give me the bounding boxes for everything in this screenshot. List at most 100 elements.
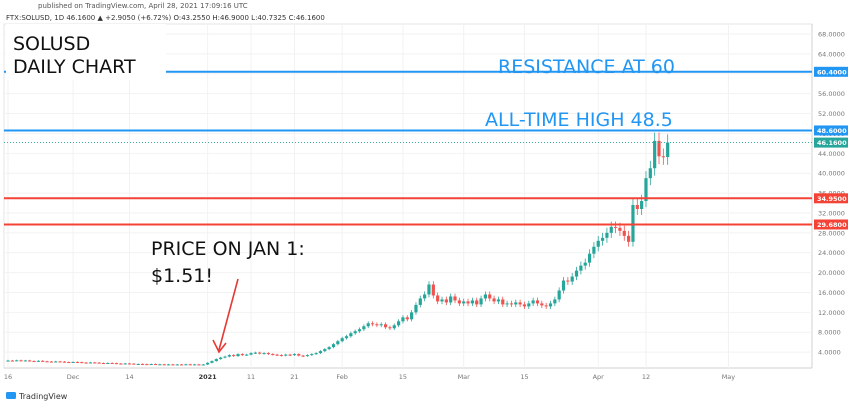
y-tick-label: 20.0000	[818, 269, 845, 277]
candle-body	[119, 363, 123, 365]
candle-body	[587, 253, 592, 263]
candle-body	[449, 296, 453, 303]
x-tick-label: 21	[290, 373, 298, 381]
candle-body	[106, 362, 110, 364]
candle-body	[71, 361, 75, 363]
candle-body	[132, 363, 136, 365]
candle-body	[145, 364, 149, 366]
candle-body	[427, 284, 431, 295]
candle-body	[479, 298, 483, 305]
y-tick-label: 8.0000	[818, 329, 841, 337]
candle-body	[28, 360, 32, 362]
level-tag-label: 34.9500	[817, 195, 847, 203]
candle-body	[618, 227, 622, 231]
candle-body	[292, 354, 297, 356]
candle-body	[657, 140, 661, 157]
candle-body	[453, 296, 457, 301]
candle-body	[353, 331, 357, 334]
candle-body	[388, 327, 392, 329]
x-tick-label: 12	[642, 373, 650, 381]
candle-body	[514, 302, 518, 305]
candle-body	[349, 333, 353, 337]
candle-body	[375, 324, 379, 326]
candle-body	[249, 353, 253, 355]
candle-body	[136, 363, 140, 365]
arrow-annotation	[212, 278, 239, 354]
candle-body	[366, 323, 370, 327]
title-backdrop	[6, 24, 166, 80]
candle-body	[570, 276, 574, 282]
candle-body	[548, 303, 553, 307]
ohlc-readout: FTX:SOLUSD, 1D 46.1600 ▲ +2.9050 (+6.72%…	[6, 14, 325, 22]
candle-body	[661, 156, 665, 158]
tradingview-logo: TradingView	[6, 392, 68, 401]
y-tick-label: 44.0000	[818, 150, 845, 158]
candle-body	[509, 303, 514, 305]
candle-body	[344, 336, 349, 339]
x-tick-label: Dec	[67, 373, 80, 381]
candle-body	[501, 299, 505, 305]
candle-body	[188, 364, 192, 366]
candle-body	[175, 364, 179, 366]
candle-body	[579, 265, 583, 271]
candle-body	[327, 347, 331, 350]
published-text: published on TradingView.com, April 28, …	[38, 2, 248, 10]
candle-body	[431, 284, 435, 296]
candle-body	[262, 353, 266, 355]
candle-body	[93, 362, 97, 364]
candle-body	[180, 364, 184, 366]
candle-body	[635, 205, 639, 209]
y-tick-label: 32.0000	[818, 209, 845, 217]
candle-body	[622, 230, 626, 236]
level-tag-label: 29.6800	[817, 221, 847, 229]
candle-body	[379, 324, 383, 326]
y-tick-label: 24.0000	[818, 249, 845, 257]
candle-body	[340, 338, 344, 342]
candle-body	[492, 298, 496, 302]
y-tick-label: 68.0000	[818, 31, 845, 39]
candle-body	[653, 140, 657, 169]
candle-body	[54, 361, 58, 363]
candle-body	[527, 303, 531, 307]
candle-body	[201, 364, 205, 366]
candle-body	[627, 235, 631, 242]
candle-body	[275, 354, 279, 356]
tradingview-logo-text: TradingView	[18, 392, 68, 401]
candle-body	[475, 300, 479, 305]
candle-body	[505, 303, 509, 305]
candle-body	[171, 364, 175, 366]
candle-body	[397, 321, 401, 326]
candle-body	[557, 290, 561, 300]
x-tick-label: 16	[4, 373, 12, 381]
candle-body	[166, 364, 171, 366]
candle-body	[583, 262, 587, 266]
level-tag	[814, 193, 848, 204]
candle-body	[357, 329, 362, 332]
price-note-line1: PRICE ON JAN 1:	[151, 238, 305, 260]
candle-body	[223, 356, 227, 358]
candle-body	[405, 317, 409, 320]
candle-body	[401, 317, 405, 322]
candle-body	[258, 352, 262, 354]
candle-body	[323, 349, 327, 352]
candle-body	[214, 359, 218, 362]
candle-body	[414, 304, 418, 313]
candle-body	[531, 300, 535, 304]
candle-body	[197, 364, 201, 366]
y-tick-label: 64.0000	[818, 50, 845, 58]
x-tick-label: Apr	[593, 373, 605, 381]
candle-body	[362, 326, 366, 330]
y-tick-label: 4.0000	[818, 349, 841, 357]
candle-body	[592, 246, 596, 254]
x-tick-label: Feb	[336, 373, 348, 381]
candle-body	[566, 280, 570, 282]
tradingview-logo-icon	[6, 392, 16, 399]
candle-body	[88, 362, 93, 364]
candle-body	[110, 362, 114, 364]
candle-body	[462, 301, 466, 304]
level-tag-label: 60.4000	[817, 68, 847, 76]
candle-body	[561, 280, 566, 291]
candle-body	[483, 294, 487, 299]
candle-body	[522, 304, 527, 307]
candle-body	[318, 351, 323, 354]
